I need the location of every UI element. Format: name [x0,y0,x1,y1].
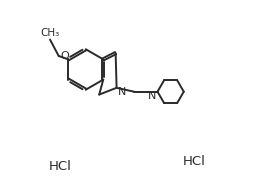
Text: HCl: HCl [182,155,205,168]
Text: N: N [148,91,157,101]
Text: HCl: HCl [49,160,72,174]
Text: O: O [61,51,69,61]
Text: CH₃: CH₃ [40,28,60,38]
Text: N: N [118,87,126,97]
